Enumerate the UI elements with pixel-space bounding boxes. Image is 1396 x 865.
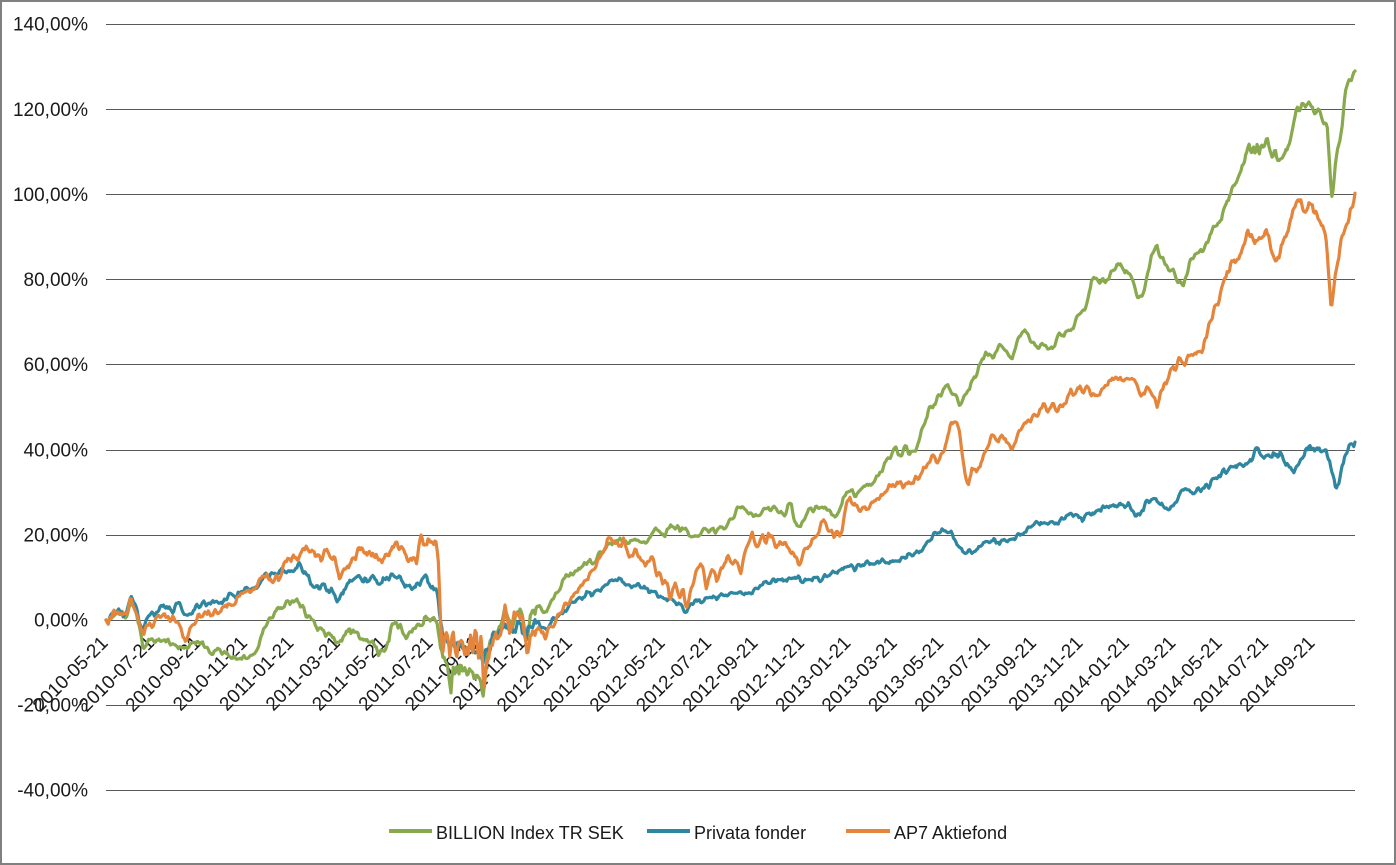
svg-text:60,00%: 60,00% <box>24 355 89 376</box>
svg-text:120,00%: 120,00% <box>13 100 88 121</box>
svg-text:BILLION Index TR SEK: BILLION Index TR SEK <box>436 823 624 843</box>
svg-text:40,00%: 40,00% <box>24 440 89 461</box>
svg-text:20,00%: 20,00% <box>24 525 89 546</box>
svg-text:100,00%: 100,00% <box>13 185 88 206</box>
svg-text:0,00%: 0,00% <box>34 611 88 632</box>
svg-text:AP7 Aktiefond: AP7 Aktiefond <box>894 823 1007 843</box>
svg-text:Privata fonder: Privata fonder <box>694 823 806 843</box>
svg-text:140,00%: 140,00% <box>13 15 88 36</box>
svg-text:80,00%: 80,00% <box>24 270 89 291</box>
svg-text:-20,00%: -20,00% <box>17 696 88 717</box>
svg-text:-40,00%: -40,00% <box>17 781 88 802</box>
